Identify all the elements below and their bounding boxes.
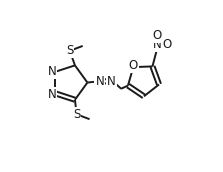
Text: N: N <box>95 75 104 88</box>
Text: N: N <box>48 88 56 101</box>
Text: O: O <box>162 37 171 51</box>
Text: O: O <box>129 59 138 72</box>
Text: N: N <box>152 37 161 51</box>
Text: N: N <box>107 75 116 88</box>
Text: O: O <box>152 29 161 42</box>
Text: S: S <box>66 44 73 57</box>
Text: N: N <box>48 64 56 78</box>
Text: S: S <box>73 108 80 121</box>
